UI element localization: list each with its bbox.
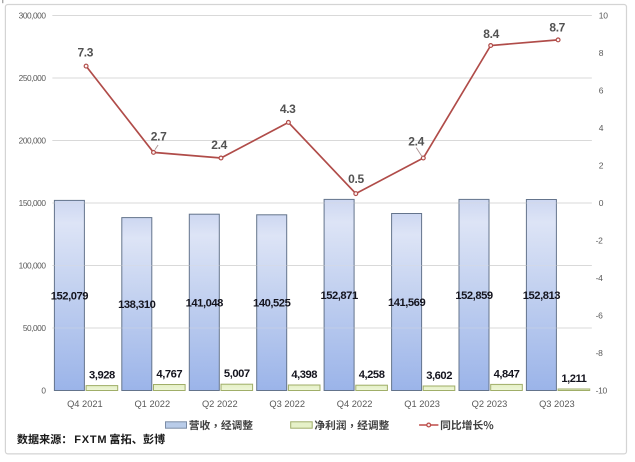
svg-text:Q4 2021: Q4 2021 [67, 399, 103, 409]
svg-text:150,000: 150,000 [19, 198, 47, 208]
svg-text:FXTM: FXTM [74, 434, 107, 446]
svg-text:5,007: 5,007 [224, 368, 250, 380]
svg-text:2.4: 2.4 [408, 134, 424, 148]
svg-text:0: 0 [599, 198, 604, 208]
svg-text:8.4: 8.4 [483, 27, 499, 41]
svg-text:0.5: 0.5 [348, 172, 364, 186]
svg-text:-8: -8 [596, 348, 604, 358]
svg-text:141,569: 141,569 [388, 297, 426, 309]
svg-text:140,525: 140,525 [253, 298, 291, 310]
svg-text:8: 8 [599, 48, 604, 58]
svg-text:Q3 2023: Q3 2023 [539, 399, 575, 409]
svg-text:4,398: 4,398 [291, 369, 317, 381]
svg-text:141,048: 141,048 [186, 297, 224, 309]
svg-text:152,859: 152,859 [455, 290, 493, 302]
svg-text:250,000: 250,000 [19, 73, 47, 83]
svg-text:Q3 2022: Q3 2022 [269, 399, 305, 409]
svg-text:-6: -6 [596, 311, 604, 321]
svg-text:10: 10 [599, 11, 608, 21]
svg-text:4,767: 4,767 [156, 369, 182, 381]
svg-text:100,000: 100,000 [19, 261, 47, 271]
svg-text:-2: -2 [596, 236, 604, 246]
svg-text:3,602: 3,602 [426, 370, 452, 382]
svg-text:Q2 2022: Q2 2022 [202, 399, 238, 409]
svg-text:200,000: 200,000 [19, 136, 47, 146]
svg-text:Q1 2022: Q1 2022 [134, 399, 170, 409]
svg-text:152,079: 152,079 [51, 291, 89, 303]
svg-text:50,000: 50,000 [23, 323, 47, 333]
svg-text:4,258: 4,258 [359, 369, 385, 381]
svg-text:2: 2 [599, 161, 604, 171]
svg-text:-10: -10 [596, 386, 608, 396]
svg-text:2.7: 2.7 [151, 130, 167, 144]
svg-text:Q4 2022: Q4 2022 [337, 399, 373, 409]
svg-text:2.4: 2.4 [211, 138, 227, 152]
svg-text:-4: -4 [596, 273, 604, 283]
svg-text:3,928: 3,928 [89, 370, 115, 382]
svg-text:Q2 2023: Q2 2023 [472, 399, 508, 409]
svg-text:138,310: 138,310 [118, 299, 156, 311]
svg-text:1,211: 1,211 [561, 373, 586, 385]
svg-text:152,813: 152,813 [523, 290, 561, 302]
svg-text:4: 4 [599, 123, 604, 133]
svg-text:152,871: 152,871 [320, 290, 358, 302]
svg-text:4,847: 4,847 [494, 368, 520, 380]
svg-text:Q1 2023: Q1 2023 [404, 399, 440, 409]
svg-text:6: 6 [599, 86, 604, 96]
svg-text:300,000: 300,000 [19, 11, 47, 21]
svg-text:7.3: 7.3 [77, 46, 93, 60]
svg-text:8.7: 8.7 [549, 21, 565, 35]
svg-text:0: 0 [41, 386, 46, 396]
svg-text:4.3: 4.3 [280, 102, 296, 116]
